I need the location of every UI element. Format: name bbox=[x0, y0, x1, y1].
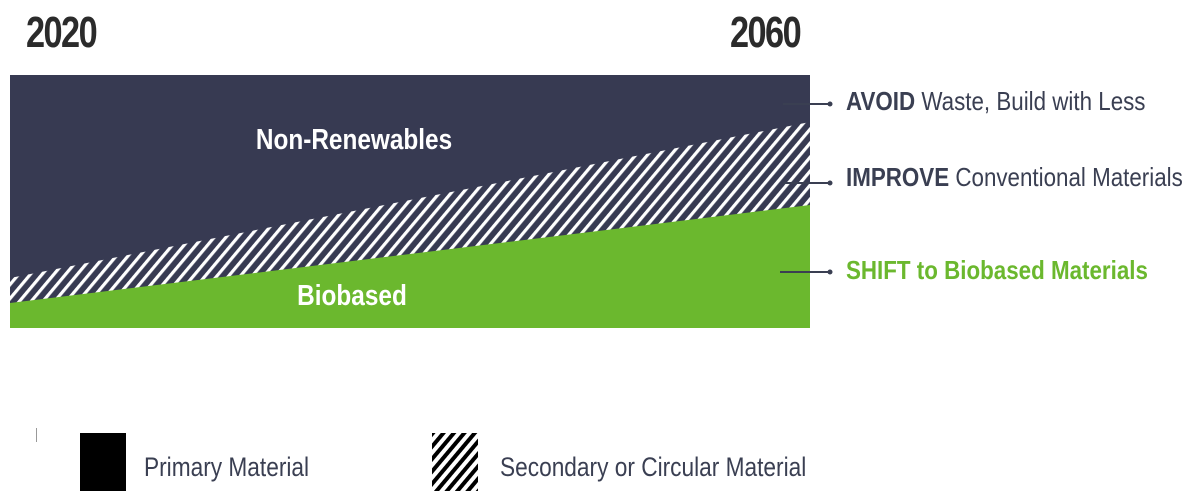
shift-callout: SHIFT to Biobased Materials bbox=[846, 255, 1148, 285]
legend-secondary-label: Secondary or Circular Material bbox=[500, 452, 807, 482]
secondary-material-swatch bbox=[432, 433, 478, 491]
avoid-keyword: AVOID bbox=[846, 86, 916, 116]
biobased-band bbox=[10, 205, 810, 328]
improve-callout: IMPROVE Conventional Materials bbox=[846, 162, 1182, 193]
avoid-text: Waste, Build with Less bbox=[921, 86, 1146, 116]
improve-text: Conventional Materials bbox=[955, 162, 1182, 192]
improve-keyword: IMPROVE bbox=[846, 162, 950, 192]
year-2020-label: 2020 bbox=[26, 8, 98, 57]
avoid-callout: AVOID Waste, Build with Less bbox=[846, 86, 1145, 117]
shift-leader-line bbox=[780, 269, 833, 275]
legend-divider bbox=[36, 428, 37, 442]
non-renewables-label: Non-Renewables bbox=[255, 124, 453, 156]
year-2060-label: 2060 bbox=[730, 8, 802, 57]
improve-leader-line bbox=[783, 180, 833, 186]
biobased-label: Biobased bbox=[297, 280, 407, 312]
primary-material-swatch bbox=[80, 433, 126, 491]
avoid-leader-line bbox=[783, 101, 833, 107]
legend-primary-label: Primary Material bbox=[144, 452, 310, 482]
